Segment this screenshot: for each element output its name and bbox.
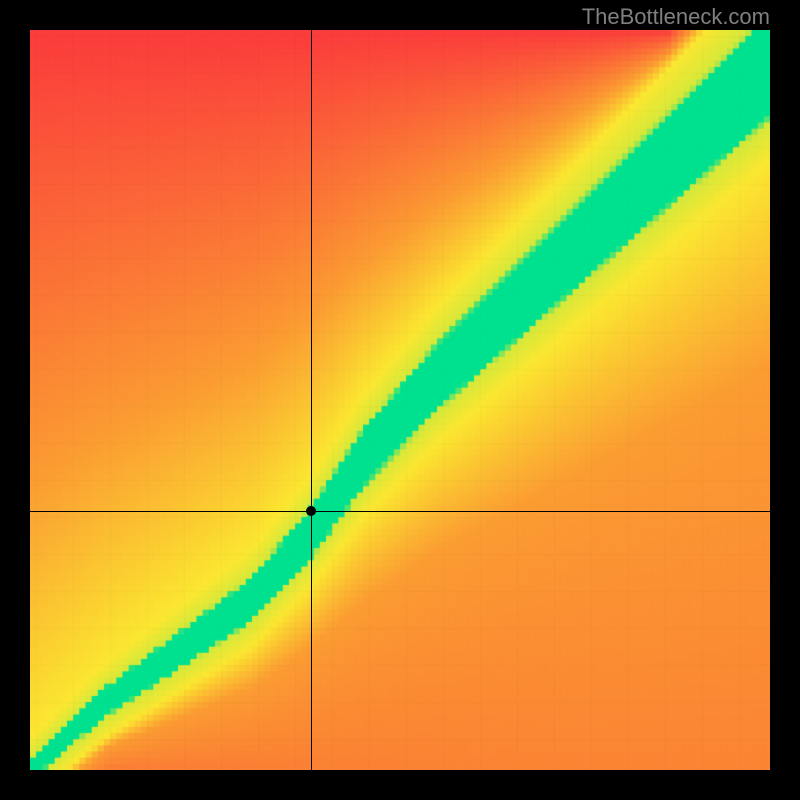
crosshair-horizontal bbox=[30, 511, 770, 512]
watermark-text: TheBottleneck.com bbox=[582, 4, 770, 30]
chart-container: TheBottleneck.com bbox=[0, 0, 800, 800]
crosshair-vertical bbox=[311, 30, 312, 770]
data-point-marker bbox=[306, 506, 316, 516]
bottleneck-heatmap bbox=[30, 30, 770, 770]
